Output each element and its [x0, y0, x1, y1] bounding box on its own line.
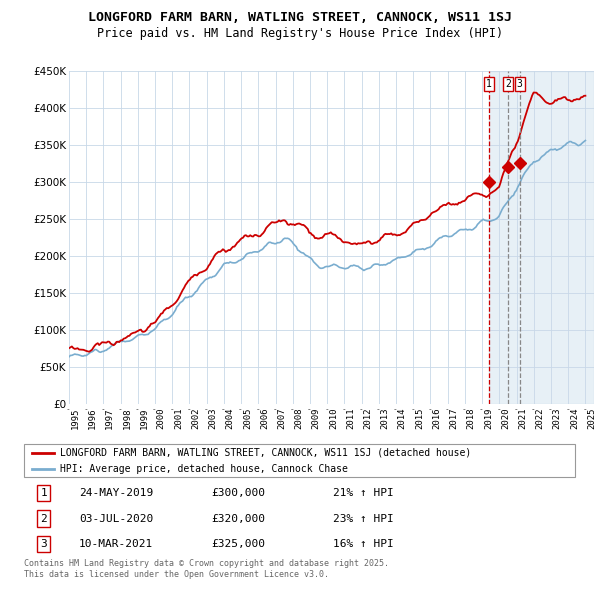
Text: £320,000: £320,000 [212, 514, 266, 523]
Text: 2014: 2014 [398, 407, 407, 429]
Text: 2000: 2000 [157, 407, 166, 429]
Text: 2005: 2005 [243, 407, 252, 429]
Text: 2002: 2002 [191, 407, 200, 429]
Text: 23% ↑ HPI: 23% ↑ HPI [333, 514, 394, 523]
Text: 2025: 2025 [587, 407, 596, 429]
Text: 2021: 2021 [518, 407, 527, 429]
FancyBboxPatch shape [24, 444, 575, 477]
Text: 10-MAR-2021: 10-MAR-2021 [79, 539, 154, 549]
Text: 2018: 2018 [467, 407, 476, 429]
Text: 2015: 2015 [415, 407, 424, 429]
Text: 2006: 2006 [260, 407, 269, 429]
Text: 1995: 1995 [71, 407, 80, 429]
Text: 2022: 2022 [535, 407, 544, 429]
Text: 2024: 2024 [570, 407, 579, 429]
Text: 2001: 2001 [174, 407, 183, 429]
Text: £300,000: £300,000 [212, 488, 266, 498]
Text: LONGFORD FARM BARN, WATLING STREET, CANNOCK, WS11 1SJ (detached house): LONGFORD FARM BARN, WATLING STREET, CANN… [60, 448, 471, 458]
Text: 2016: 2016 [432, 407, 441, 429]
Text: 1: 1 [486, 79, 492, 89]
Text: HPI: Average price, detached house, Cannock Chase: HPI: Average price, detached house, Cann… [60, 464, 348, 474]
Text: 2: 2 [505, 79, 511, 89]
Text: 1997: 1997 [105, 407, 114, 429]
Text: 2019: 2019 [484, 407, 493, 429]
Text: 21% ↑ HPI: 21% ↑ HPI [333, 488, 394, 498]
Text: 2: 2 [40, 514, 47, 523]
Text: 2010: 2010 [329, 407, 338, 429]
Text: 2023: 2023 [553, 407, 562, 429]
Text: 1998: 1998 [122, 407, 131, 429]
Text: 3: 3 [40, 539, 47, 549]
Text: 24-MAY-2019: 24-MAY-2019 [79, 488, 154, 498]
Text: 2011: 2011 [346, 407, 355, 429]
Text: LONGFORD FARM BARN, WATLING STREET, CANNOCK, WS11 1SJ: LONGFORD FARM BARN, WATLING STREET, CANN… [88, 11, 512, 24]
Text: 2017: 2017 [449, 407, 458, 429]
Text: Price paid vs. HM Land Registry's House Price Index (HPI): Price paid vs. HM Land Registry's House … [97, 27, 503, 40]
Text: Contains HM Land Registry data © Crown copyright and database right 2025.
This d: Contains HM Land Registry data © Crown c… [24, 559, 389, 579]
Text: 16% ↑ HPI: 16% ↑ HPI [333, 539, 394, 549]
Text: 2013: 2013 [380, 407, 389, 429]
Text: 1999: 1999 [140, 407, 149, 429]
Text: 3: 3 [517, 79, 523, 89]
Text: 2004: 2004 [226, 407, 235, 429]
Text: 2003: 2003 [208, 407, 217, 429]
Text: 2012: 2012 [364, 407, 373, 429]
Text: £325,000: £325,000 [212, 539, 266, 549]
Text: 1: 1 [40, 488, 47, 498]
Bar [489, 71, 594, 404]
Text: 2007: 2007 [277, 407, 286, 429]
Text: 2008: 2008 [295, 407, 304, 429]
Text: 2020: 2020 [501, 407, 510, 429]
Text: 03-JUL-2020: 03-JUL-2020 [79, 514, 154, 523]
Text: 1996: 1996 [88, 407, 97, 429]
Text: 2009: 2009 [312, 407, 321, 429]
